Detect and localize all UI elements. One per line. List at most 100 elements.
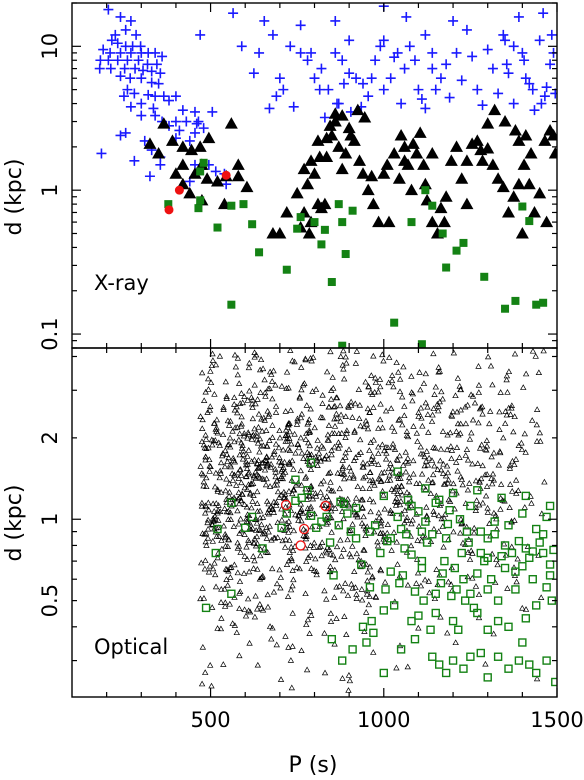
open-triangle-marker [533, 421, 541, 428]
open-triangle-marker [389, 440, 397, 447]
open-triangle-marker [483, 437, 491, 443]
open-triangle-marker [328, 529, 335, 535]
open-square-marker [407, 550, 416, 559]
open-triangle-marker [362, 378, 369, 385]
open-triangle-marker [277, 584, 284, 591]
open-triangle-marker [406, 474, 413, 480]
open-circle-marker [295, 540, 306, 551]
open-square-marker [367, 616, 376, 626]
open-triangle-marker [218, 545, 226, 552]
open-square-marker [532, 601, 541, 610]
open-triangle-marker [277, 461, 285, 468]
open-triangle-marker [302, 535, 310, 542]
open-triangle-marker [541, 478, 548, 485]
plus-marker [513, 11, 524, 22]
square-marker [518, 202, 527, 211]
open-triangle-marker [231, 424, 239, 431]
open-triangle-marker [372, 517, 380, 524]
open-triangle-marker [225, 492, 233, 499]
plus-marker [189, 127, 200, 138]
triangle-marker [387, 146, 401, 159]
plus-marker [98, 44, 109, 55]
open-triangle-marker [205, 568, 213, 575]
plus-marker [536, 98, 547, 109]
open-triangle-marker [229, 427, 236, 434]
triangle-marker [224, 117, 238, 129]
triangle-marker [502, 205, 515, 218]
y-tick-label: 10 [38, 33, 62, 60]
open-triangle-marker [496, 426, 503, 432]
open-triangle-marker [240, 447, 247, 454]
open-triangle-marker [452, 392, 459, 399]
open-triangle-marker [508, 543, 515, 550]
open-triangle-marker [392, 502, 400, 508]
plus-marker [112, 38, 123, 49]
open-triangle-marker [300, 455, 307, 461]
open-triangle-marker [206, 467, 213, 474]
open-triangle-marker [202, 509, 209, 516]
open-square-marker [317, 517, 326, 526]
open-triangle-marker [201, 669, 209, 675]
open-triangle-marker [457, 515, 465, 522]
open-triangle-marker [289, 582, 296, 589]
open-triangle-marker [375, 443, 382, 450]
triangle-marker [372, 215, 386, 228]
open-triangle-marker [321, 669, 329, 676]
plus-marker [120, 127, 131, 138]
open-triangle-marker [212, 583, 220, 590]
open-triangle-marker [430, 350, 437, 357]
open-triangle-marker [272, 409, 280, 415]
plus-marker [122, 84, 133, 95]
open-triangle-marker [456, 382, 463, 389]
open-square-marker [421, 517, 430, 526]
open-triangle-marker [377, 519, 385, 526]
open-triangle-marker [314, 462, 321, 469]
plus-marker [420, 29, 431, 40]
open-triangle-marker [403, 489, 411, 495]
open-triangle-marker [258, 475, 266, 482]
open-triangle-marker [230, 401, 238, 407]
x-tick-label: 500 [191, 708, 231, 732]
open-triangle-marker [466, 480, 473, 486]
open-square-marker [483, 553, 492, 563]
open-triangle-marker [221, 555, 228, 562]
open-triangle-marker [515, 487, 522, 494]
open-triangle-marker [265, 500, 272, 507]
square-marker [407, 218, 416, 227]
open-triangle-marker [328, 451, 335, 458]
plus-marker [144, 171, 155, 182]
open-triangle-marker [440, 543, 447, 550]
open-triangle-marker [214, 625, 221, 631]
open-triangle-marker [224, 581, 231, 588]
plus-marker [338, 78, 349, 89]
open-triangle-marker [272, 381, 279, 388]
open-triangle-marker [474, 460, 481, 466]
plus-marker [198, 123, 209, 134]
open-triangle-marker [353, 494, 360, 501]
open-triangle-marker [381, 447, 388, 454]
plus-marker [125, 47, 136, 58]
open-triangle-marker [262, 481, 270, 488]
open-triangle-marker [234, 507, 241, 514]
square-marker [421, 186, 430, 195]
open-triangle-marker [366, 469, 374, 476]
plus-marker [228, 8, 239, 19]
open-triangle-marker [475, 419, 482, 426]
open-triangle-marker [199, 416, 206, 423]
open-triangle-marker [421, 453, 428, 460]
open-triangle-marker [217, 625, 225, 632]
open-triangle-marker [232, 363, 240, 370]
open-triangle-marker [403, 432, 411, 438]
open-triangle-marker [388, 423, 396, 430]
open-triangle-marker [281, 458, 288, 465]
open-triangle-marker [249, 498, 256, 504]
plus-marker [103, 4, 114, 15]
open-triangle-marker [502, 408, 509, 414]
open-triangle-marker [271, 481, 278, 488]
open-triangle-marker [279, 475, 287, 482]
open-triangle-marker [303, 402, 310, 408]
open-triangle-marker [218, 615, 225, 621]
plus-marker [330, 47, 341, 58]
open-square-marker [466, 652, 475, 661]
